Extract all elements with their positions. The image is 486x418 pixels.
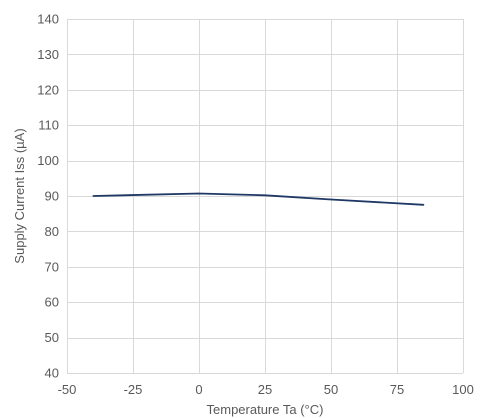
y-tick-label: 120 [37,82,59,97]
y-tick-labels: 40 50 60 70 80 90 100 110 120 130 140 [37,12,59,381]
y-axis-label: Supply Current Iss (µA) [12,128,27,263]
y-tick-label: 50 [45,330,59,345]
y-tick-label: 130 [37,47,59,62]
y-tick-label: 40 [45,366,59,381]
y-tick-label: 140 [37,12,59,27]
x-tick-label: 75 [390,382,404,397]
y-tick-label: 80 [45,224,59,239]
x-tick-labels: -50 -25 0 25 50 75 100 [58,382,474,397]
y-tick-label: 90 [45,189,59,204]
y-tick-label: 100 [37,153,59,168]
x-tick-label: 0 [195,382,202,397]
x-axis-label: Temperature Ta (°C) [207,402,324,417]
x-tick-label: -50 [58,382,77,397]
x-tick-label: -25 [124,382,143,397]
y-tick-label: 70 [45,259,59,274]
y-tick-label: 60 [45,295,59,310]
x-tick-label: 25 [258,382,272,397]
grid-lines [67,19,464,374]
series-line [92,192,425,206]
y-tick-label: 110 [38,118,59,133]
x-tick-label: 50 [324,382,338,397]
x-tick-label: 100 [452,382,474,397]
series-group [92,192,425,206]
